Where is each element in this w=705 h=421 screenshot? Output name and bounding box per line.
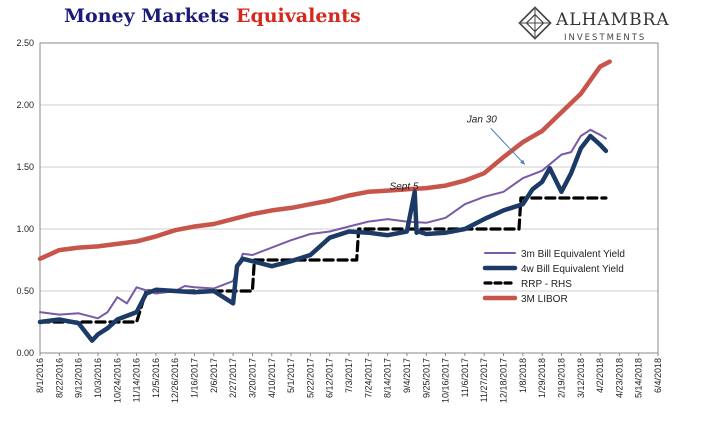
y-tick-label: 1.00 xyxy=(16,224,34,234)
x-tick-label: 2/27/2017 xyxy=(228,358,238,398)
x-tick-label: 1/8/2018 xyxy=(518,358,528,393)
y-tick-label: 0.50 xyxy=(16,286,34,296)
x-tick-label: 10/3/2016 xyxy=(93,358,103,398)
x-tick-label: 9/25/2017 xyxy=(421,358,431,398)
x-tick-label: 12/18/2017 xyxy=(499,358,509,403)
x-tick-label: 10/16/2017 xyxy=(441,358,451,403)
chart-title-part2: Equivalents xyxy=(235,5,361,27)
x-tick-label: 12/26/2016 xyxy=(170,358,180,403)
annotation-arrowhead xyxy=(520,159,525,165)
x-tick-label: 8/22/2016 xyxy=(54,358,64,398)
series-line-3 xyxy=(37,59,612,262)
logo-subtitle: INVESTMENTS xyxy=(564,33,647,43)
x-tick-label: 4/2/2018 xyxy=(595,358,605,393)
x-tick-label: 11/14/2016 xyxy=(132,358,142,402)
series-line-1 xyxy=(37,133,609,343)
y-tick-label: 2.50 xyxy=(16,38,34,48)
annotation-arrow xyxy=(490,128,526,165)
x-tick-label: 3/12/2018 xyxy=(576,358,586,398)
x-tick-label: 4/23/2018 xyxy=(614,358,624,398)
y-tick-label: 2.00 xyxy=(16,100,34,110)
x-tick-label: 11/6/2017 xyxy=(460,358,470,397)
x-tick-label: 7/3/2017 xyxy=(344,358,354,393)
y-tick-label: 1.50 xyxy=(16,162,34,172)
x-tick-label: 7/24/2017 xyxy=(363,358,373,398)
chart-title: Money Markets Equivalents xyxy=(64,5,361,27)
x-tick-label: 5/22/2017 xyxy=(305,358,315,398)
x-tick-label: 8/1/2016 xyxy=(35,358,45,393)
x-tick-label: 9/4/2017 xyxy=(402,358,412,393)
x-tick-label: 12/5/2016 xyxy=(151,358,161,398)
x-tick-label: 8/14/2017 xyxy=(383,358,393,398)
x-tick-label: 1/29/2018 xyxy=(537,358,547,398)
x-tick-label: 3/20/2017 xyxy=(247,358,257,398)
legend-label: 4w Bill Equivalent Yield xyxy=(521,264,624,275)
x-tick-label: 2/19/2018 xyxy=(556,358,566,398)
logo-name: ALHAMBRA xyxy=(556,10,670,30)
annotation-label: Jan 30 xyxy=(466,114,497,125)
alhambra-emblem-icon xyxy=(518,6,552,40)
x-tick-label: 1/16/2017 xyxy=(190,358,200,398)
x-tick-label: 6/4/2018 xyxy=(653,358,663,393)
x-tick-label: 11/27/2017 xyxy=(479,358,489,402)
x-tick-label: 2/6/2017 xyxy=(209,358,219,393)
legend-label: RRP - RHS xyxy=(521,279,572,290)
x-tick-label: 4/10/2017 xyxy=(267,358,277,398)
brand-logo: ALHAMBRA INVESTMENTS xyxy=(518,6,698,50)
series-line-0 xyxy=(39,128,607,320)
y-tick-label: 0.00 xyxy=(16,348,34,358)
annotation-label: Sept 5 xyxy=(390,181,419,192)
x-tick-label: 10/24/2016 xyxy=(112,358,122,403)
x-tick-label: 6/12/2017 xyxy=(325,358,335,398)
x-tick-label: 5/1/2017 xyxy=(286,358,296,393)
legend-label: 3M LIBOR xyxy=(521,294,568,305)
legend-label: 3m Bill Equivalent Yield xyxy=(521,249,625,260)
chart-title-part1: Money Markets xyxy=(64,5,230,27)
x-tick-label: 9/12/2016 xyxy=(74,358,84,398)
x-tick-label: 5/14/2018 xyxy=(634,358,644,398)
